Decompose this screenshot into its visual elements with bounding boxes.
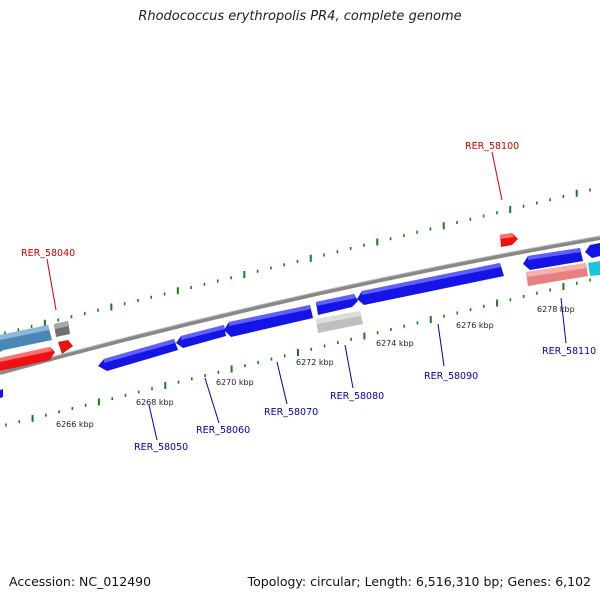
gene-label[interactable]: RER_58110: [542, 346, 596, 357]
gene-label[interactable]: RER_58080: [330, 391, 384, 402]
gene-block[interactable]: [0, 389, 3, 398]
ruler-labels: 6266 kbp 6268 kbp 6270 kbp 6272 kbp 6274…: [56, 305, 575, 429]
forward-strand-genes: [0, 233, 600, 371]
inner-tick-ring: [5, 278, 591, 427]
label-leaders: [46, 151, 567, 441]
accession-text: Accession: NC_012490: [9, 574, 152, 589]
gene-label[interactable]: RER_58070: [264, 407, 318, 418]
gene-label[interactable]: RER_58040: [21, 248, 75, 259]
gene-label[interactable]: RER_58050: [134, 442, 188, 453]
map-title: Rhodococcus erythropolis PR4, complete g…: [138, 9, 462, 24]
ruler-label: 6276 kbp: [456, 321, 494, 330]
ruler-label: 6268 kbp: [136, 398, 174, 407]
gene-label[interactable]: RER_58060: [196, 425, 250, 436]
gene-labels: RER_58040 RER_58100 RER_58050 RER_58060 …: [21, 141, 596, 453]
ruler-label: 6278 kbp: [537, 305, 575, 314]
gene-block[interactable]: [588, 261, 600, 276]
gene-label[interactable]: RER_58090: [424, 371, 478, 382]
genome-summary-text: Topology: circular; Length: 6,516,310 bp…: [247, 574, 591, 589]
ruler-label: 6266 kbp: [56, 420, 94, 429]
gene-label[interactable]: RER_58100: [465, 141, 519, 152]
outer-tick-ring: [4, 188, 591, 335]
ruler-label: 6270 kbp: [216, 378, 254, 387]
gene-block[interactable]: [58, 340, 73, 354]
ruler-label: 6274 kbp: [376, 339, 414, 348]
ruler-label: 6272 kbp: [296, 358, 334, 367]
gene-block[interactable]: [585, 243, 600, 258]
genome-backbone: [0, 236, 600, 375]
reverse-strand-genes: [0, 243, 600, 398]
